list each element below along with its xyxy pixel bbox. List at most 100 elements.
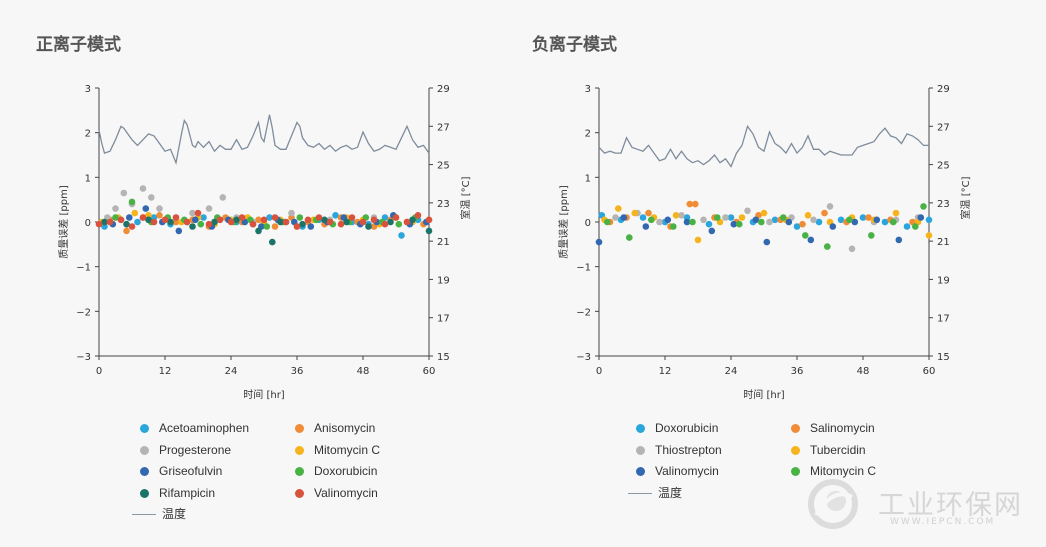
y2-tick-label: 25 — [937, 161, 950, 172]
legend-marker-icon — [791, 424, 800, 434]
y-tick-label: 3 — [585, 84, 591, 95]
y-tick-label: −2 — [76, 307, 91, 318]
data-point — [700, 216, 707, 224]
y2-axis-label: 室温 [°C] — [459, 176, 472, 219]
y-tick-label: −3 — [576, 352, 591, 363]
data-point — [263, 223, 271, 230]
data-point — [370, 216, 378, 224]
data-point — [271, 223, 279, 230]
data-point — [175, 227, 183, 235]
data-point — [810, 216, 817, 224]
data-point — [172, 214, 180, 221]
data-point — [365, 223, 372, 230]
chart-title: 负离子模式 — [532, 35, 617, 55]
data-point — [678, 212, 685, 219]
series-rifampicin — [101, 216, 433, 246]
data-point — [672, 212, 680, 219]
data-point — [112, 214, 119, 221]
y2-tick-label: 29 — [437, 84, 450, 95]
legend-label: Thiostrepton — [655, 442, 722, 457]
y2-tick-label: 21 — [937, 237, 950, 248]
data-point — [332, 212, 339, 219]
series-valinomycin — [595, 214, 925, 246]
y2-tick-label: 17 — [437, 314, 450, 325]
series-doxorubicin — [598, 212, 933, 230]
data-point — [134, 218, 141, 226]
x-tick-label: 36 — [791, 366, 804, 377]
data-point — [859, 214, 867, 221]
legend-item: Doxorubicin — [295, 463, 377, 479]
data-point — [890, 218, 897, 226]
data-point — [359, 218, 367, 226]
legend-marker-icon — [791, 445, 800, 455]
legend-item: Mitomycin C — [295, 442, 380, 458]
legend-item: Mitomycin C — [791, 463, 876, 479]
data-point — [730, 220, 738, 228]
y-axis-label: 质量误差 [ppm] — [557, 185, 570, 259]
y2-tick-label: 27 — [437, 122, 450, 133]
data-point — [895, 236, 903, 244]
data-point — [392, 214, 400, 221]
legend-marker-icon — [791, 467, 800, 477]
legend-item-temperature: 温度 — [628, 485, 682, 501]
data-point — [260, 216, 268, 224]
data-point — [714, 214, 721, 221]
data-point — [645, 209, 652, 217]
data-point — [277, 218, 284, 226]
data-point — [227, 218, 235, 226]
legend-marker-icon — [140, 445, 149, 455]
watermark-logo-icon — [808, 479, 858, 529]
x-tick-label: 48 — [857, 366, 870, 377]
data-point — [689, 218, 696, 226]
y-tick-label: 0 — [585, 218, 591, 229]
data-point — [664, 216, 672, 224]
data-point — [595, 238, 603, 246]
data-point — [639, 214, 647, 221]
data-point — [145, 216, 152, 224]
y-tick-label: −1 — [76, 263, 91, 274]
legend-item: Thiostrepton — [636, 442, 722, 458]
data-point — [106, 218, 114, 226]
watermark: 工业环保网 WWW.IEPCN.COM — [806, 477, 1036, 537]
data-point — [128, 223, 136, 230]
data-point — [694, 236, 702, 244]
legend-label: Acetoaminophen — [159, 421, 250, 435]
x-tick-label: 36 — [291, 366, 304, 377]
data-point — [156, 205, 163, 212]
y2-tick-label: 17 — [937, 314, 950, 325]
data-point — [785, 218, 793, 226]
series-valinomycin — [95, 209, 433, 230]
legend-marker-icon — [295, 467, 304, 477]
data-point — [120, 189, 128, 197]
data-point — [920, 203, 927, 210]
data-point — [686, 200, 694, 208]
data-point — [744, 207, 751, 215]
legend-label: Tubercidin — [810, 442, 866, 457]
data-point — [387, 218, 394, 226]
y-tick-label: 1 — [85, 173, 91, 184]
data-point — [293, 223, 301, 230]
y-tick-label: 0 — [85, 218, 91, 229]
legend-item: Tubercidin — [791, 442, 866, 458]
data-point — [238, 214, 246, 221]
data-point — [216, 216, 224, 224]
x-axis-label: 时间 [hr] — [243, 388, 285, 401]
data-point — [123, 227, 130, 235]
legend-item: Anisomycin — [295, 420, 375, 436]
data-point — [804, 212, 812, 219]
data-point — [807, 236, 815, 244]
legend-line-icon — [132, 514, 156, 516]
data-point — [189, 209, 196, 217]
legend-marker-icon — [295, 488, 304, 498]
x-tick-label: 60 — [923, 366, 936, 377]
legend-marker-icon — [140, 467, 149, 477]
data-point — [821, 209, 828, 217]
data-point — [752, 216, 760, 224]
temperature-line — [598, 124, 929, 168]
data-point — [403, 218, 411, 226]
legend-marker-icon — [636, 445, 645, 455]
y2-tick-label: 19 — [437, 275, 450, 286]
data-point — [727, 214, 735, 221]
legend-label: Salinomycin — [810, 421, 875, 435]
data-point — [612, 214, 619, 221]
